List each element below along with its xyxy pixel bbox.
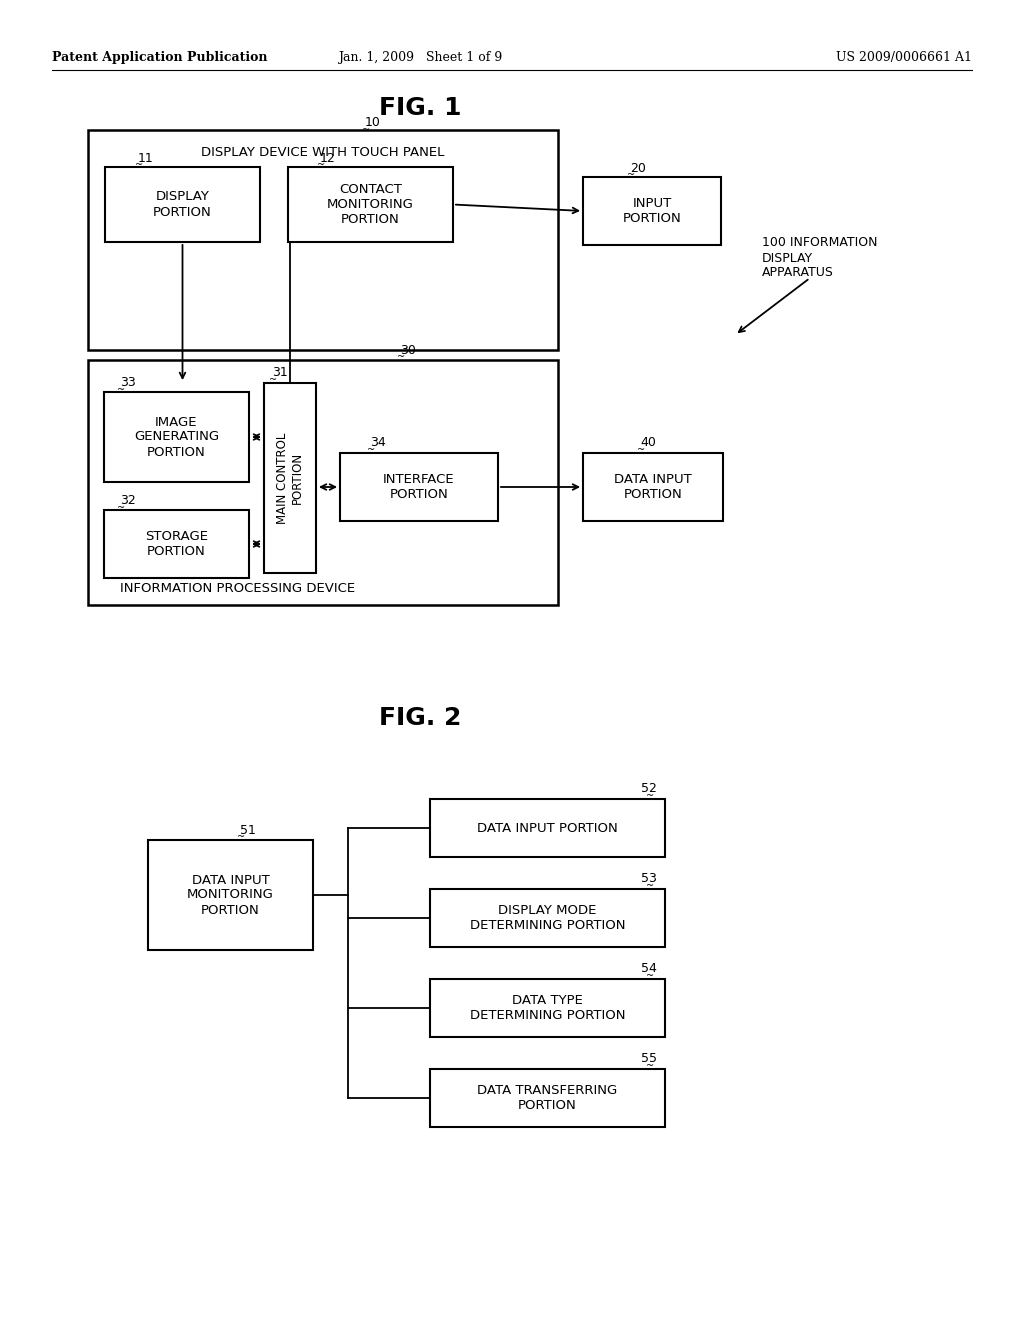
Text: 40: 40 (640, 437, 656, 450)
Text: ~: ~ (135, 160, 143, 170)
Text: ~: ~ (317, 160, 326, 170)
Text: ~: ~ (627, 170, 635, 180)
Text: DATA TRANSFERRING
PORTION: DATA TRANSFERRING PORTION (477, 1084, 617, 1111)
Bar (105, 168, 260, 242)
Text: INTERFACE
PORTION: INTERFACE PORTION (383, 473, 455, 502)
Bar (264, 383, 316, 573)
Bar (430, 799, 665, 857)
Text: ~: ~ (269, 375, 278, 385)
Text: 30: 30 (400, 343, 416, 356)
Text: 33: 33 (120, 376, 136, 389)
Text: IMAGE
GENERATING
PORTION: IMAGE GENERATING PORTION (134, 416, 219, 458)
Text: INPUT
PORTION: INPUT PORTION (623, 197, 681, 224)
Text: ~: ~ (237, 832, 245, 842)
Text: ~: ~ (362, 125, 370, 135)
Bar (104, 392, 249, 482)
Bar (583, 177, 721, 246)
Text: 34: 34 (370, 437, 386, 450)
Text: DATA INPUT
PORTION: DATA INPUT PORTION (614, 473, 692, 502)
Text: DISPLAY
PORTION: DISPLAY PORTION (154, 190, 212, 219)
Text: 12: 12 (319, 152, 336, 165)
Bar (430, 1069, 665, 1127)
Text: ~: ~ (646, 1061, 654, 1071)
Bar (88, 129, 558, 350)
Text: ~: ~ (646, 791, 654, 801)
Bar (288, 168, 453, 242)
Text: FIG. 2: FIG. 2 (379, 706, 461, 730)
Text: ~: ~ (117, 385, 125, 395)
Text: 55: 55 (641, 1052, 657, 1065)
Text: STORAGE
PORTION: STORAGE PORTION (145, 531, 208, 558)
Text: DATA INPUT PORTION: DATA INPUT PORTION (477, 821, 617, 834)
Text: ~: ~ (646, 880, 654, 891)
Text: 31: 31 (272, 367, 288, 380)
Text: ~: ~ (637, 445, 645, 455)
Text: 32: 32 (120, 495, 136, 507)
Text: ~: ~ (367, 445, 375, 455)
Text: CONTACT
MONITORING
PORTION: CONTACT MONITORING PORTION (327, 183, 414, 226)
Text: DISPLAY DEVICE WITH TOUCH PANEL: DISPLAY DEVICE WITH TOUCH PANEL (202, 145, 444, 158)
Bar (583, 453, 723, 521)
Text: ~: ~ (117, 503, 125, 513)
Text: 20: 20 (630, 161, 646, 174)
Bar (430, 888, 665, 946)
Text: ~: ~ (646, 972, 654, 981)
Text: 100 INFORMATION
DISPLAY
APPARATUS: 100 INFORMATION DISPLAY APPARATUS (762, 236, 878, 280)
Text: 53: 53 (641, 873, 657, 886)
Text: MAIN CONTROL
PORTION: MAIN CONTROL PORTION (276, 433, 304, 524)
Text: 51: 51 (240, 824, 256, 837)
Text: INFORMATION PROCESSING DEVICE: INFORMATION PROCESSING DEVICE (121, 582, 355, 595)
Text: DISPLAY MODE
DETERMINING PORTION: DISPLAY MODE DETERMINING PORTION (470, 904, 626, 932)
Text: Patent Application Publication: Patent Application Publication (52, 51, 267, 65)
Text: Jan. 1, 2009   Sheet 1 of 9: Jan. 1, 2009 Sheet 1 of 9 (338, 51, 502, 65)
Text: 52: 52 (641, 783, 657, 796)
Bar (104, 510, 249, 578)
Text: 54: 54 (641, 962, 657, 975)
Bar (88, 360, 558, 605)
Text: 10: 10 (365, 116, 381, 128)
Text: 11: 11 (138, 152, 154, 165)
Bar (148, 840, 313, 950)
Text: DATA INPUT
MONITORING
PORTION: DATA INPUT MONITORING PORTION (187, 874, 274, 916)
Bar (340, 453, 498, 521)
Bar (430, 979, 665, 1038)
Text: FIG. 1: FIG. 1 (379, 96, 461, 120)
Text: DATA TYPE
DETERMINING PORTION: DATA TYPE DETERMINING PORTION (470, 994, 626, 1022)
Text: US 2009/0006661 A1: US 2009/0006661 A1 (836, 51, 972, 65)
Text: ~: ~ (397, 352, 406, 362)
